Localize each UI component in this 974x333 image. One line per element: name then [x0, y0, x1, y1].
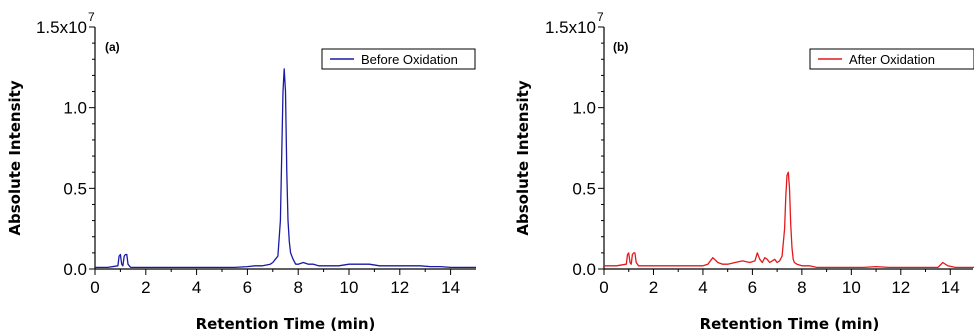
x-tick-label: 12	[891, 278, 910, 297]
x-tick-label: 10	[842, 278, 861, 297]
x-tick-label: 0	[599, 278, 608, 297]
legend-box	[809, 48, 974, 70]
x-tick-label: 4	[192, 278, 201, 297]
x-tick-label: 4	[698, 278, 707, 297]
legend-label: After Oxidation	[849, 52, 935, 67]
y-tick-label: 0.0	[572, 260, 596, 279]
x-tick-label: 2	[141, 278, 150, 297]
series-line	[604, 171, 974, 269]
x-tick-label: 14	[941, 278, 960, 297]
y-tick-label: 1.0	[63, 99, 87, 118]
series-line	[95, 68, 476, 269]
legend-label: Before Oxidation	[361, 52, 458, 67]
y-scale-exponent: 7	[597, 10, 604, 24]
y-tick-label: 0.0	[63, 260, 87, 279]
panel-label: (b)	[613, 40, 628, 54]
y-tick-label: 1.0	[572, 99, 596, 118]
x-axis-title: Retention Time (min)	[700, 315, 880, 333]
x-tick-label: 6	[748, 278, 757, 297]
x-tick-label: 6	[243, 278, 252, 297]
y-tick-label: 0.5	[572, 179, 596, 198]
x-axis-title: Retention Time (min)	[196, 315, 376, 333]
x-tick-label: 2	[649, 278, 658, 297]
y-axis-title: Absolute Intensity	[6, 80, 24, 235]
y-scale-exponent: 7	[88, 10, 95, 24]
x-tick-label: 8	[293, 278, 302, 297]
x-tick-label: 10	[340, 278, 359, 297]
y-axis-title: Absolute Intensity	[514, 80, 532, 235]
y-scale-label: 1.5x10	[36, 18, 87, 37]
panel-label: (a)	[105, 40, 120, 54]
legend-box	[321, 48, 476, 70]
y-scale-label: 1.5x10	[545, 18, 596, 37]
x-tick-label: 8	[797, 278, 806, 297]
x-tick-label: 14	[441, 278, 460, 297]
y-tick-label: 0.5	[63, 179, 87, 198]
x-tick-label: 0	[90, 278, 99, 297]
x-tick-label: 12	[390, 278, 409, 297]
